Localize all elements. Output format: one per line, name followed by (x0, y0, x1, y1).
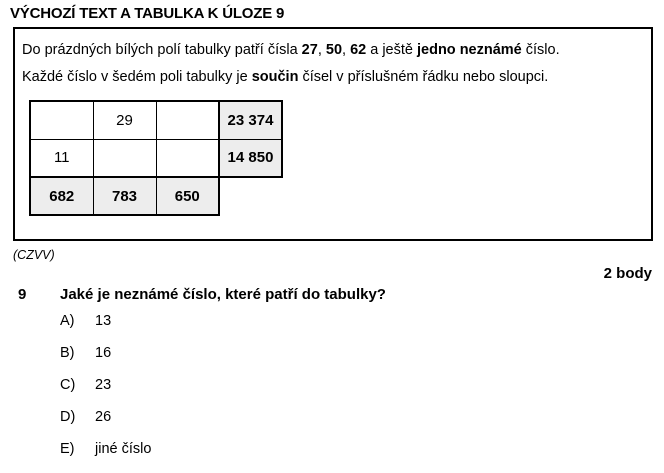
table-cell (155, 100, 220, 140)
table-cell-product: 650 (155, 176, 220, 216)
options-list: A) 13 B) 16 C) 23 D) 26 E) jiné číslo (60, 313, 151, 473)
option-label: B) (60, 345, 75, 361)
table-row: 29 23 374 (29, 100, 283, 140)
table-cell-product: 23 374 (218, 100, 283, 140)
table-row: 682 783 650 (29, 176, 282, 216)
option-row-b: B) 16 (60, 345, 151, 365)
table-cell (155, 138, 220, 178)
option-label: C) (60, 377, 76, 393)
option-row-c: C) 23 (60, 377, 151, 397)
stimulus-text: Do prázdných bílých polí tabulky patří č… (15, 29, 651, 91)
question-text: Jaké je neznámé číslo, které patří do ta… (60, 286, 386, 303)
question: 9 Jaké je neznámé číslo, které patří do … (18, 286, 386, 303)
option-row-e: E) jiné číslo (60, 441, 151, 461)
product-table: 29 23 374 11 14 850 682 783 650 (29, 100, 283, 216)
table-cell-product: 14 850 (218, 138, 283, 178)
points-label: 2 body (603, 265, 652, 282)
table-row: 11 14 850 (29, 138, 283, 178)
option-label: A) (60, 313, 75, 329)
stimulus-box: Do prázdných bílých polí tabulky patří č… (13, 27, 653, 241)
option-value: 23 (95, 377, 112, 393)
option-value: 26 (95, 409, 112, 425)
table-cell: 29 (92, 100, 157, 140)
question-number: 9 (18, 286, 27, 303)
stimulus-line-1: Do prázdných bílých polí tabulky patří č… (22, 42, 560, 58)
option-row-a: A) 13 (60, 313, 151, 333)
option-label: E) (60, 441, 75, 457)
exam-page: VÝCHOZÍ TEXT A TABULKA K ÚLOZE 9 Do práz… (10, 5, 653, 457)
stimulus-line-2: Každé číslo v šedém poli tabulky je souč… (22, 69, 549, 85)
table-cell-product: 783 (92, 176, 157, 216)
option-value: 13 (95, 313, 112, 329)
table-cell (92, 138, 157, 178)
table-cell-product: 682 (29, 176, 94, 216)
stimulus-header: VÝCHOZÍ TEXT A TABULKA K ÚLOZE 9 (10, 5, 285, 22)
option-value: jiné číslo (95, 441, 152, 457)
option-row-d: D) 26 (60, 409, 151, 429)
source-label: (CZVV) (13, 248, 55, 262)
table-cell (29, 100, 94, 140)
option-label: D) (60, 409, 76, 425)
table-cell-absent (219, 177, 282, 215)
option-value: 16 (95, 345, 112, 361)
table-cell: 11 (29, 138, 94, 178)
